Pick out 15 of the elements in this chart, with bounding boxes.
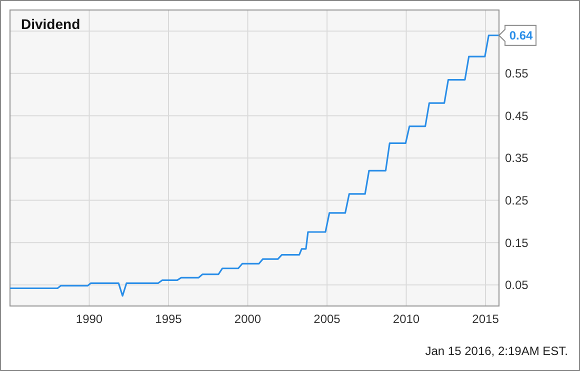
x-tick-label: 2015: [472, 312, 500, 326]
y-tick-label: 0.15: [505, 236, 529, 250]
x-tick-label: 2000: [234, 312, 262, 326]
y-tick-label: 0.55: [505, 66, 529, 81]
x-tick-label: 1990: [76, 312, 103, 326]
x-tick-label: 2005: [314, 312, 341, 326]
x-tick-label: 1995: [155, 312, 182, 326]
x-tick-label: 2010: [392, 312, 420, 326]
text: Jan 15 2016, 2:19AM EST.: [425, 344, 568, 358]
y-tick-label: 0.45: [505, 108, 529, 123]
annotation: 0.64: [509, 28, 533, 43]
chart-title: Dividend: [21, 16, 80, 32]
y-tick-label: 0.05: [505, 278, 529, 292]
y-tick-label: 0.25: [505, 193, 529, 208]
y-tick-label: 0.35: [505, 151, 529, 166]
